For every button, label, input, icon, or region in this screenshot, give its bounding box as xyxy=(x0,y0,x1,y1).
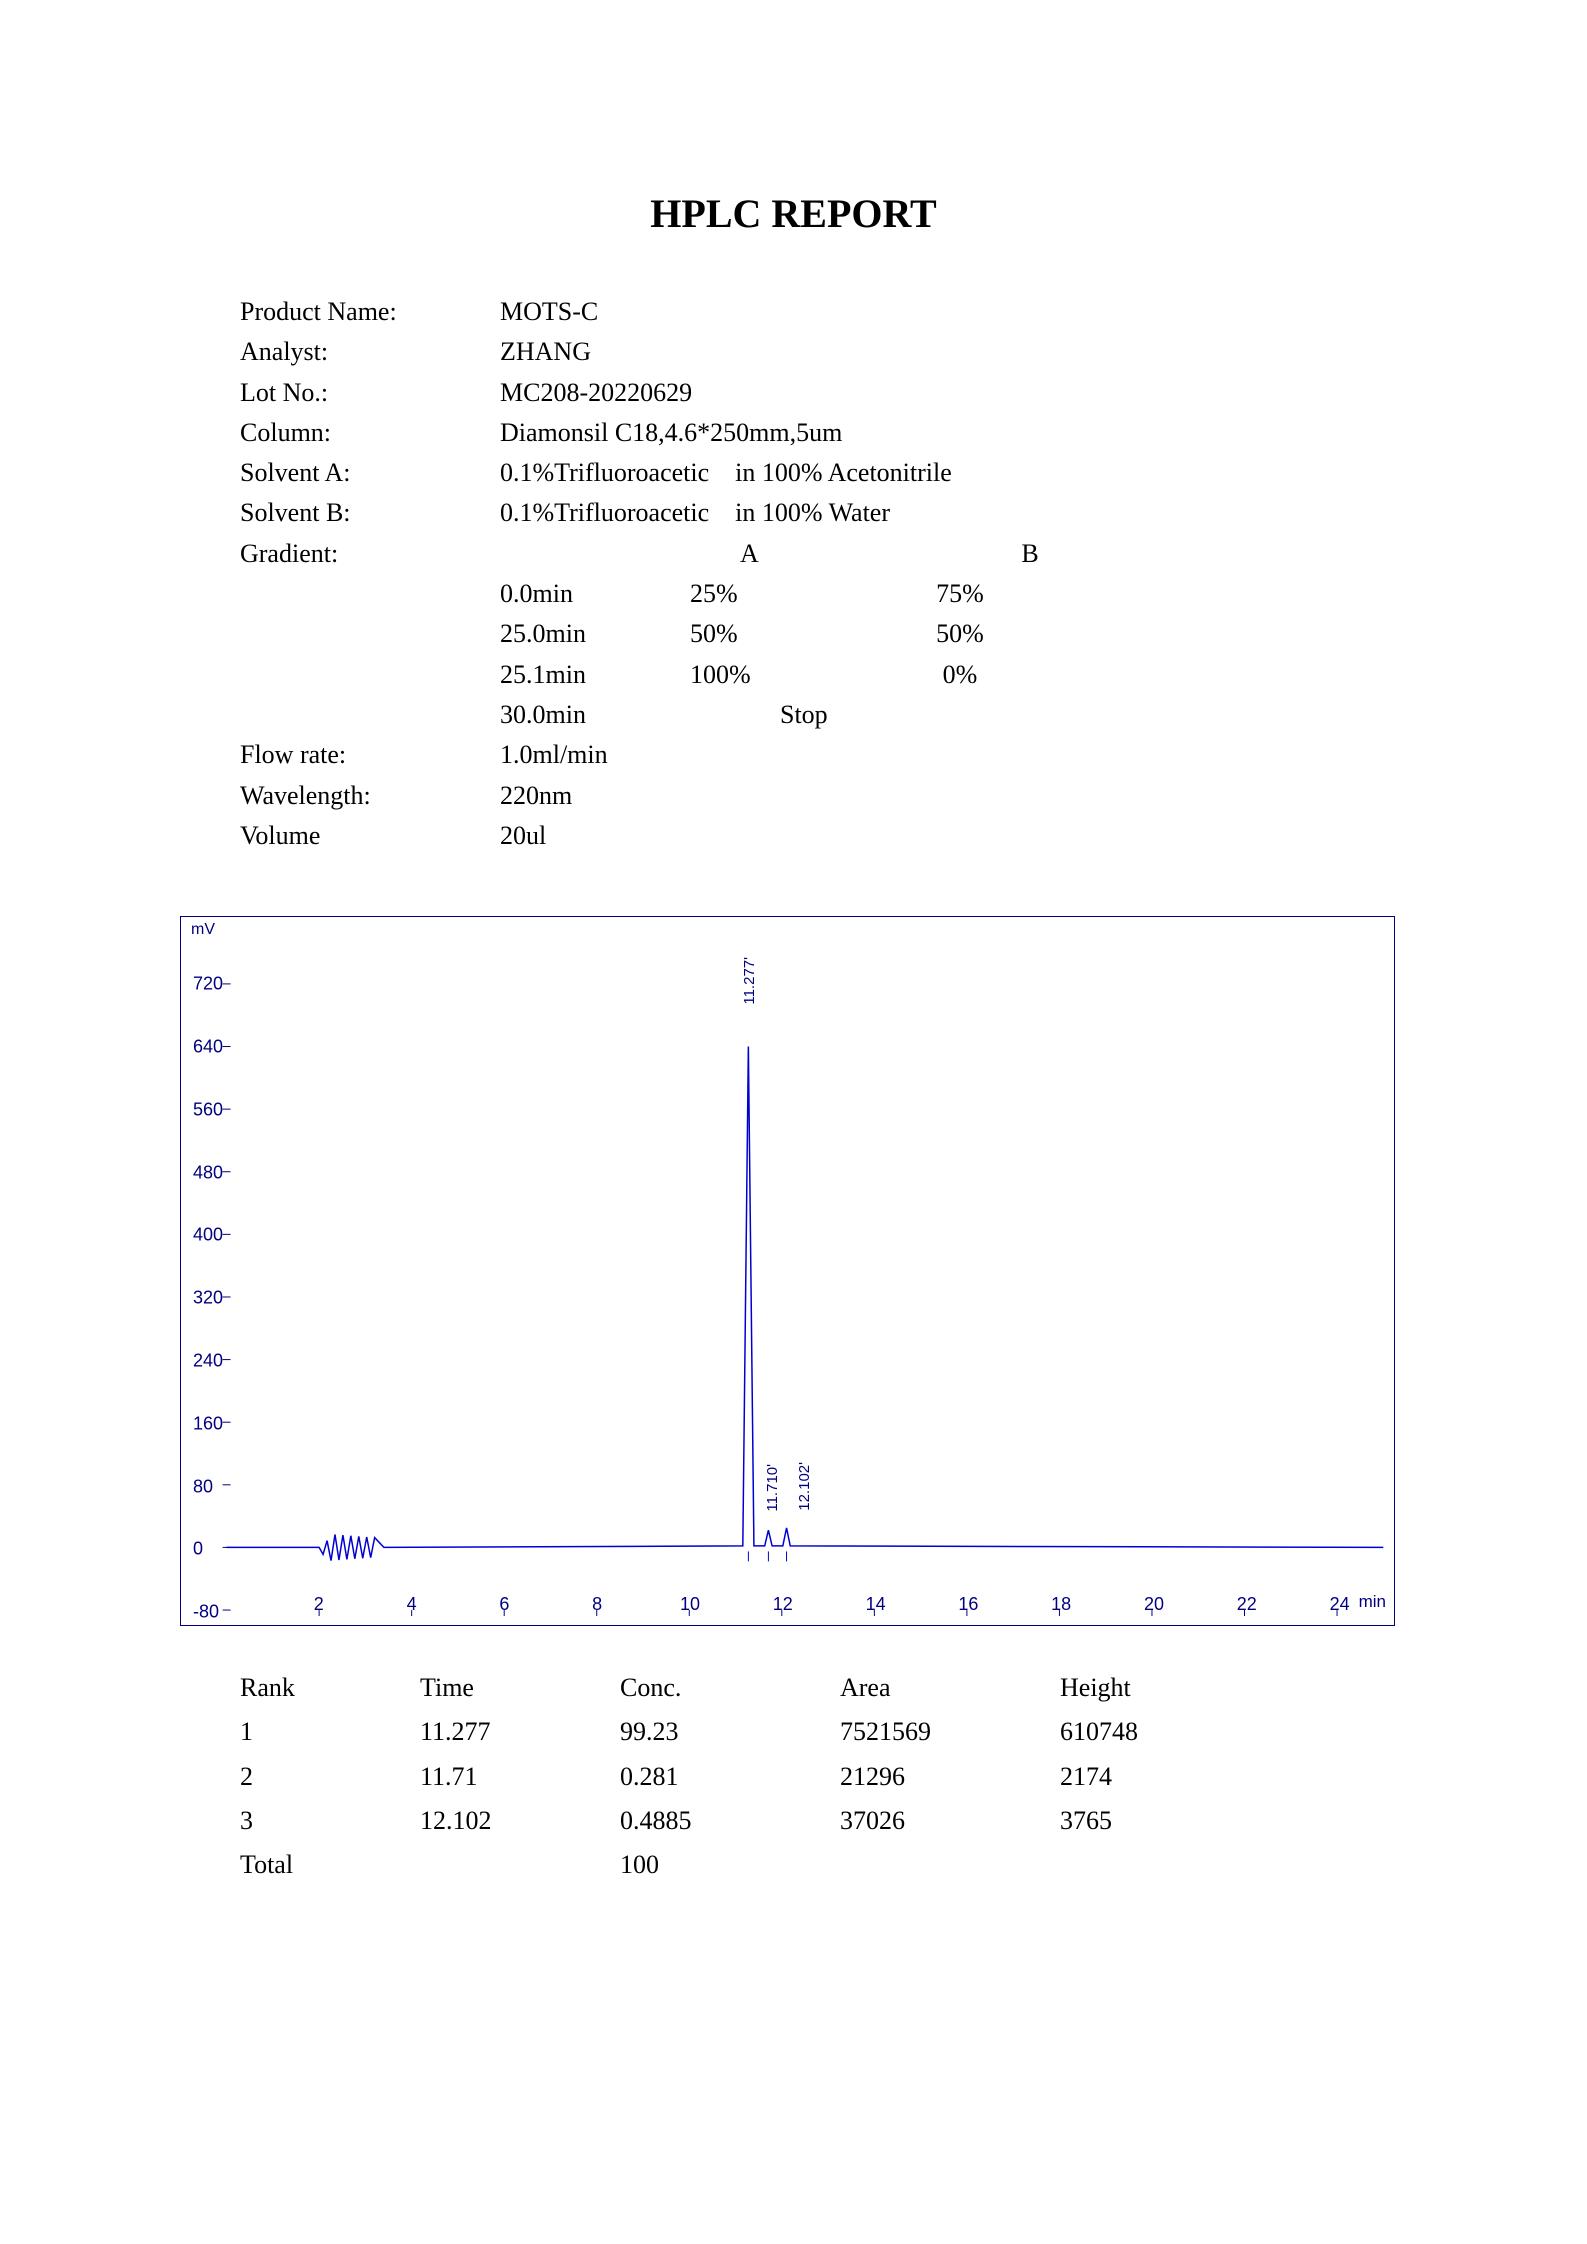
report-page: HPLC REPORT Product Name: MOTS-C Analyst… xyxy=(0,0,1587,2244)
x-tick-label: 2 xyxy=(314,1594,324,1615)
total-conc: 100 xyxy=(620,1843,840,1887)
cell-conc: 0.281 xyxy=(620,1755,840,1799)
grad-b: 75% xyxy=(880,574,1040,614)
col-time: Time xyxy=(420,1666,620,1710)
grad-time: 0.0min xyxy=(500,574,690,614)
chromatogram-chart: mV -800801602403204004805606407202468101… xyxy=(180,916,1395,1626)
y-tick-label: 560 xyxy=(193,1099,223,1120)
gradient-row: 30.0minStop xyxy=(500,695,1387,735)
x-tick-label: 16 xyxy=(958,1594,978,1615)
x-tick-label: 12 xyxy=(773,1594,793,1615)
col-conc: Conc. xyxy=(620,1666,840,1710)
gradient-row: 25.0min50%50% xyxy=(500,614,1387,654)
product-name-label: Product Name: xyxy=(240,292,500,332)
gradient-head-a: A xyxy=(690,534,930,574)
wavelength-label: Wavelength: xyxy=(240,776,500,816)
gradient-head-b: B xyxy=(930,534,1110,574)
flow-value: 1.0ml/min xyxy=(500,735,1387,775)
x-tick-label: 6 xyxy=(499,1594,509,1615)
x-tick-label: 8 xyxy=(592,1594,602,1615)
gradient-row: 0.0min25%75% xyxy=(500,574,1387,614)
grad-a: 50% xyxy=(690,614,880,654)
cell-time: 11.71 xyxy=(420,1755,620,1799)
y-tick-label: 480 xyxy=(193,1162,223,1183)
grad-a: 100% xyxy=(690,655,880,695)
cell-height: 610748 xyxy=(1060,1710,1260,1754)
cell-conc: 0.4885 xyxy=(620,1799,840,1843)
solvent-b-value: 0.1%Trifluoroacetic in 100% Water xyxy=(500,493,1387,533)
analyst-label: Analyst: xyxy=(240,332,500,372)
header-block: Product Name: MOTS-C Analyst: ZHANG Lot … xyxy=(240,292,1387,856)
grad-time: 25.0min xyxy=(500,614,690,654)
x-tick-label: 10 xyxy=(680,1594,700,1615)
report-title: HPLC REPORT xyxy=(200,190,1387,237)
column-label: Column: xyxy=(240,413,500,453)
grad-time: 30.0min xyxy=(500,695,690,735)
peak-label: 12.102' xyxy=(796,1462,813,1511)
cell-area: 37026 xyxy=(840,1799,1060,1843)
x-tick-label: 4 xyxy=(407,1594,417,1615)
analyst-value: ZHANG xyxy=(500,332,1387,372)
table-row: 111.27799.237521569610748 xyxy=(240,1710,1387,1754)
col-rank: Rank xyxy=(240,1666,420,1710)
cell-height: 3765 xyxy=(1060,1799,1260,1843)
grad-time: 25.1min xyxy=(500,655,690,695)
cell-area: 21296 xyxy=(840,1755,1060,1799)
results-table: Rank Time Conc. Area Height 111.27799.23… xyxy=(240,1666,1387,1887)
cell-conc: 99.23 xyxy=(620,1710,840,1754)
cell-rank: 3 xyxy=(240,1799,420,1843)
col-area: Area xyxy=(840,1666,1060,1710)
y-tick-label: 400 xyxy=(193,1225,223,1246)
x-tick-label: 24 xyxy=(1330,1594,1350,1615)
y-tick-label: -80 xyxy=(193,1602,219,1623)
cell-rank: 2 xyxy=(240,1755,420,1799)
gradient-table: 0.0min25%75%25.0min50%50%25.1min100%0%30… xyxy=(500,574,1387,735)
volume-value: 20ul xyxy=(500,816,1387,856)
solvent-b-label: Solvent B: xyxy=(240,493,500,533)
y-tick-label: 720 xyxy=(193,974,223,995)
wavelength-value: 220nm xyxy=(500,776,1387,816)
chromatogram-svg xyxy=(181,917,1394,1625)
y-tick-label: 240 xyxy=(193,1350,223,1371)
cell-rank: 1 xyxy=(240,1710,420,1754)
x-tick-label: 22 xyxy=(1237,1594,1257,1615)
flow-label: Flow rate: xyxy=(240,735,500,775)
x-tick-label: 18 xyxy=(1051,1594,1071,1615)
y-tick-label: 640 xyxy=(193,1037,223,1058)
peak-label: 11.277' xyxy=(741,957,758,1005)
gradient-label: Gradient: xyxy=(240,534,500,574)
peak-label: 11.710' xyxy=(764,1464,781,1512)
gradient-row: 25.1min100%0% xyxy=(500,655,1387,695)
cell-time: 11.277 xyxy=(420,1710,620,1754)
y-tick-label: 320 xyxy=(193,1288,223,1309)
x-tick-label: 14 xyxy=(866,1594,886,1615)
cell-area: 7521569 xyxy=(840,1710,1060,1754)
product-name-value: MOTS-C xyxy=(500,292,1387,332)
cell-height: 2174 xyxy=(1060,1755,1260,1799)
x-axis-unit: min xyxy=(1359,1592,1386,1612)
column-value: Diamonsil C18,4.6*250mm,5um xyxy=(500,413,1387,453)
y-tick-label: 80 xyxy=(193,1476,213,1497)
grad-b: 0% xyxy=(880,655,1040,695)
table-row: 312.1020.4885370263765 xyxy=(240,1799,1387,1843)
grad-b: 50% xyxy=(880,614,1040,654)
grad-stop: Stop xyxy=(690,695,970,735)
grad-a: 25% xyxy=(690,574,880,614)
table-row: 211.710.281212962174 xyxy=(240,1755,1387,1799)
volume-label: Volume xyxy=(240,816,500,856)
lot-value: MC208-20220629 xyxy=(500,373,1387,413)
cell-time: 12.102 xyxy=(420,1799,620,1843)
lot-label: Lot No.: xyxy=(240,373,500,413)
x-tick-label: 20 xyxy=(1144,1594,1164,1615)
col-height: Height xyxy=(1060,1666,1260,1710)
solvent-a-label: Solvent A: xyxy=(240,453,500,493)
total-label: Total xyxy=(240,1843,420,1887)
y-tick-label: 0 xyxy=(193,1539,203,1560)
solvent-a-value: 0.1%Trifluoroacetic in 100% Acetonitrile xyxy=(500,453,1387,493)
y-tick-label: 160 xyxy=(193,1413,223,1434)
